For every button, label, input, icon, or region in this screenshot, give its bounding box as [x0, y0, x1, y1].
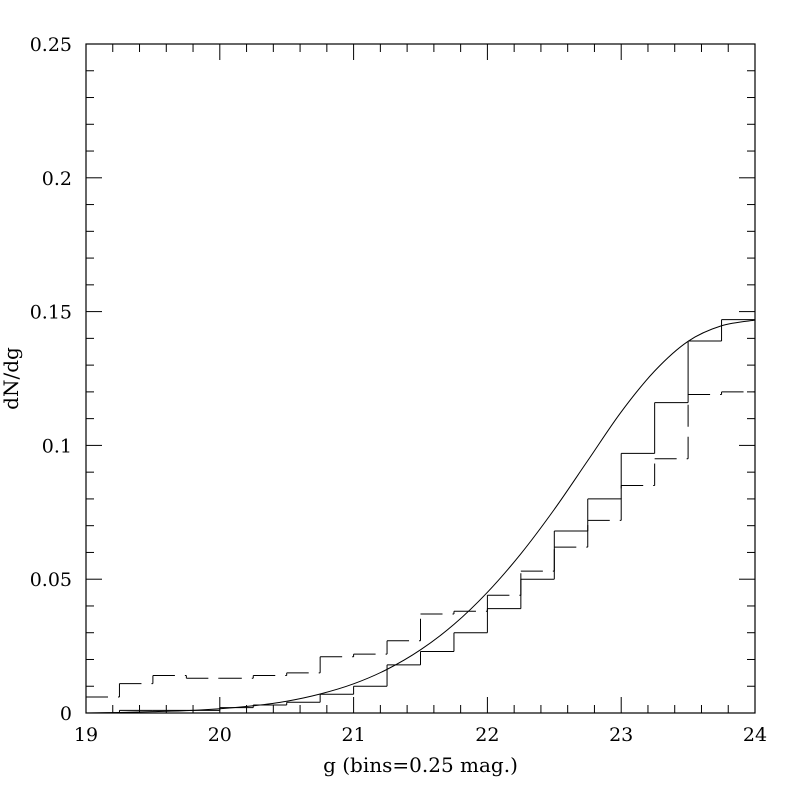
axis-ticks — [85, 43, 756, 714]
y-tick-label: 0 — [60, 703, 72, 725]
x-tick-label: 20 — [208, 724, 232, 746]
x-tick-label: 19 — [74, 724, 98, 746]
y-tick-label: 0.1 — [42, 435, 72, 457]
tick-labels: 19 20 21 22 23 24 0 0.05 0.1 0.15 0.2 0.25 — [30, 34, 767, 746]
x-tick-label: 22 — [475, 724, 499, 746]
x-axis-label: g (bins=0.25 mag.) — [323, 753, 518, 777]
y-tick-label: 0.15 — [30, 302, 72, 324]
plot-frame — [85, 43, 756, 714]
y-tick-label: 0.2 — [42, 168, 72, 190]
x-tick-label: 24 — [743, 724, 767, 746]
fit-curve — [85, 319, 756, 714]
x-tick-label: 21 — [342, 724, 366, 746]
x-tick-label: 23 — [609, 724, 633, 746]
y-axis-label: dN/dg — [0, 347, 23, 410]
y-tick-label: 0.25 — [30, 34, 72, 56]
series-layer — [85, 287, 756, 714]
y-tick-label: 0.05 — [30, 569, 72, 591]
dashed-histogram — [86, 391, 755, 698]
solid-histogram — [86, 287, 756, 714]
